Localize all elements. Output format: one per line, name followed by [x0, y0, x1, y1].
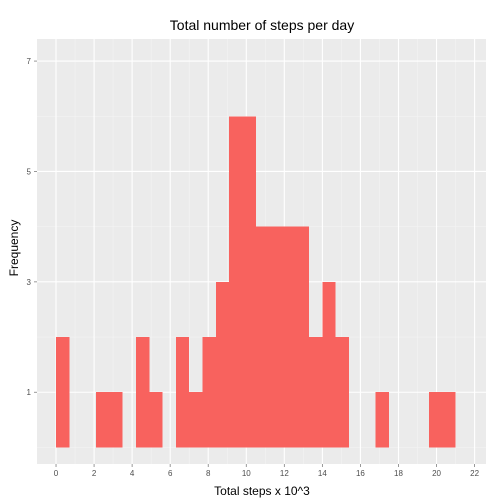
x-tick-label: 18: [394, 469, 403, 478]
histogram-bar: [149, 392, 163, 448]
histogram-bar: [442, 392, 456, 448]
histogram-bar: [189, 392, 203, 448]
histogram-bar: [56, 337, 70, 448]
histogram-bar: [375, 392, 389, 448]
histogram-bar: [215, 281, 230, 448]
histogram-bar: [269, 226, 283, 448]
histogram-bar: [109, 392, 123, 448]
histogram-bar: [255, 226, 270, 448]
x-axis-title: Total steps x 10^3: [214, 484, 310, 498]
x-tick-label: 10: [242, 469, 251, 478]
y-axis-title: Frequency: [7, 220, 21, 277]
x-tick-label: 0: [54, 469, 59, 478]
histogram-bar: [242, 116, 256, 448]
histogram-bar: [322, 281, 336, 448]
histogram-bar: [135, 337, 150, 448]
x-tick-label: 14: [318, 469, 327, 478]
x-tick-label: 6: [168, 469, 173, 478]
y-axis-ticks: 1 3 5 7: [27, 57, 37, 397]
x-tick-label: 8: [206, 469, 211, 478]
x-tick-label: 22: [470, 469, 479, 478]
chart-title: Total number of steps per day: [170, 17, 354, 33]
histogram-bar: [95, 392, 110, 448]
histogram-bar: [295, 226, 310, 448]
x-tick-label: 2: [92, 469, 97, 478]
x-tick-label: 16: [356, 469, 365, 478]
x-tick-label: 12: [280, 469, 289, 478]
y-tick-label: 3: [27, 278, 32, 287]
y-tick-label: 5: [27, 167, 32, 176]
x-axis-ticks: 0 2 4 6 8 10 12 14 16 18 20 22: [54, 464, 480, 478]
histogram-bar: [335, 337, 350, 448]
y-tick-label: 1: [27, 388, 32, 397]
x-tick-label: 20: [432, 469, 441, 478]
histogram-bar: [202, 337, 216, 448]
x-tick-label: 4: [130, 469, 135, 478]
histogram-bar: [229, 116, 243, 448]
histogram-bar: [282, 226, 296, 448]
histogram-bars: [56, 116, 456, 448]
y-tick-label: 7: [27, 57, 32, 66]
histogram-bar: [309, 337, 323, 448]
histogram-bar: [175, 337, 190, 448]
histogram-bar: [428, 392, 443, 448]
